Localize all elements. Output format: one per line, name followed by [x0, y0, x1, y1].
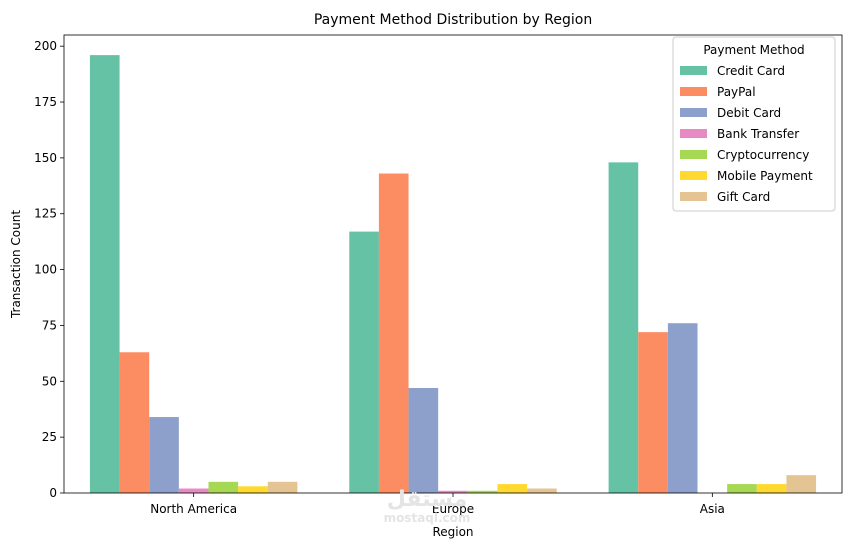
- y-tick-label: 100: [34, 263, 57, 277]
- bar-europe-gift-card: [527, 488, 557, 493]
- watermark: مستقل mostaql.com: [372, 488, 482, 525]
- bar-europe-debit-card: [408, 388, 439, 493]
- watermark-logo: مستقل: [386, 487, 468, 512]
- y-ticks-group: 0 25 50 75 100 125 150 175 200: [34, 39, 64, 500]
- plot-frame: [63, 34, 843, 494]
- bars-group: [89, 55, 817, 494]
- y-tick-label: 50: [42, 374, 57, 388]
- bar-north-america-debit-card: [149, 417, 179, 493]
- bar-europe-paypal: [378, 173, 409, 493]
- bar-asia-credit-card: [608, 162, 639, 493]
- y-axis-label: Transaction Count: [9, 210, 23, 319]
- bar-europe-mobile-payment: [497, 484, 528, 493]
- watermark-text: mostaql.com: [383, 511, 471, 525]
- legend-label-debit-card[interactable]: Debit Card: [717, 106, 781, 120]
- bar-north-america-mobile-payment: [238, 486, 268, 493]
- x-ticks-group: North America Europe Asia: [150, 493, 725, 516]
- x-tick-label-asia: Asia: [700, 502, 725, 516]
- bar-asia-mobile-payment: [756, 484, 787, 493]
- bar-europe-cryptocurrency: [467, 490, 498, 493]
- y-tick-label: 0: [49, 486, 57, 500]
- legend-label-cryptocurrency[interactable]: Cryptocurrency: [717, 148, 809, 162]
- y-tick-label: 175: [34, 95, 57, 109]
- bar-north-america-paypal: [119, 352, 150, 493]
- bar-asia-cryptocurrency: [727, 484, 757, 493]
- y-tick-label: 125: [34, 207, 57, 221]
- x-tick-label-north-america: North America: [150, 502, 237, 516]
- x-tick-label-europe: Europe: [432, 502, 474, 516]
- legend-label-bank-transfer[interactable]: Bank Transfer: [717, 127, 799, 141]
- legend-swatch-mobile-payment: [680, 171, 707, 180]
- x-axis-label: Region: [432, 525, 473, 539]
- y-tick-label: 75: [42, 318, 57, 332]
- bar-europe-bank-transfer: [438, 490, 468, 493]
- bar-north-america-bank-transfer: [178, 488, 209, 493]
- bar-north-america-cryptocurrency: [208, 481, 239, 493]
- legend-swatch-gift-card: [680, 192, 707, 201]
- bar-asia-gift-card: [786, 475, 817, 493]
- chart-title: Payment Method Distribution by Region: [314, 12, 592, 28]
- legend-label-gift-card[interactable]: Gift Card: [717, 190, 770, 204]
- legend-swatch-cryptocurrency: [680, 150, 707, 159]
- bar-asia-paypal: [638, 332, 668, 493]
- bar-north-america-gift-card: [267, 481, 298, 493]
- legend-label-credit-card[interactable]: Credit Card: [717, 64, 785, 78]
- legend-swatch-debit-card: [680, 108, 707, 117]
- legend-swatch-credit-card: [680, 66, 707, 75]
- legend-swatch-bank-transfer: [680, 129, 707, 138]
- legend-box: [672, 36, 836, 212]
- y-tick-label: 150: [34, 151, 57, 165]
- legend-label-mobile-payment[interactable]: Mobile Payment: [717, 169, 813, 183]
- bar-north-america-credit-card: [89, 55, 120, 494]
- legend[interactable]: Payment Method Credit Card PayPal Debit Car…: [672, 36, 836, 212]
- legend-label-paypal[interactable]: PayPal: [717, 85, 756, 99]
- legend-title: Payment Method: [703, 43, 804, 57]
- bar-asia-debit-card: [667, 323, 698, 493]
- y-tick-label: 25: [42, 430, 57, 444]
- legend-swatch-paypal: [680, 87, 707, 96]
- bar-europe-credit-card: [349, 231, 379, 493]
- y-tick-label: 200: [34, 39, 57, 53]
